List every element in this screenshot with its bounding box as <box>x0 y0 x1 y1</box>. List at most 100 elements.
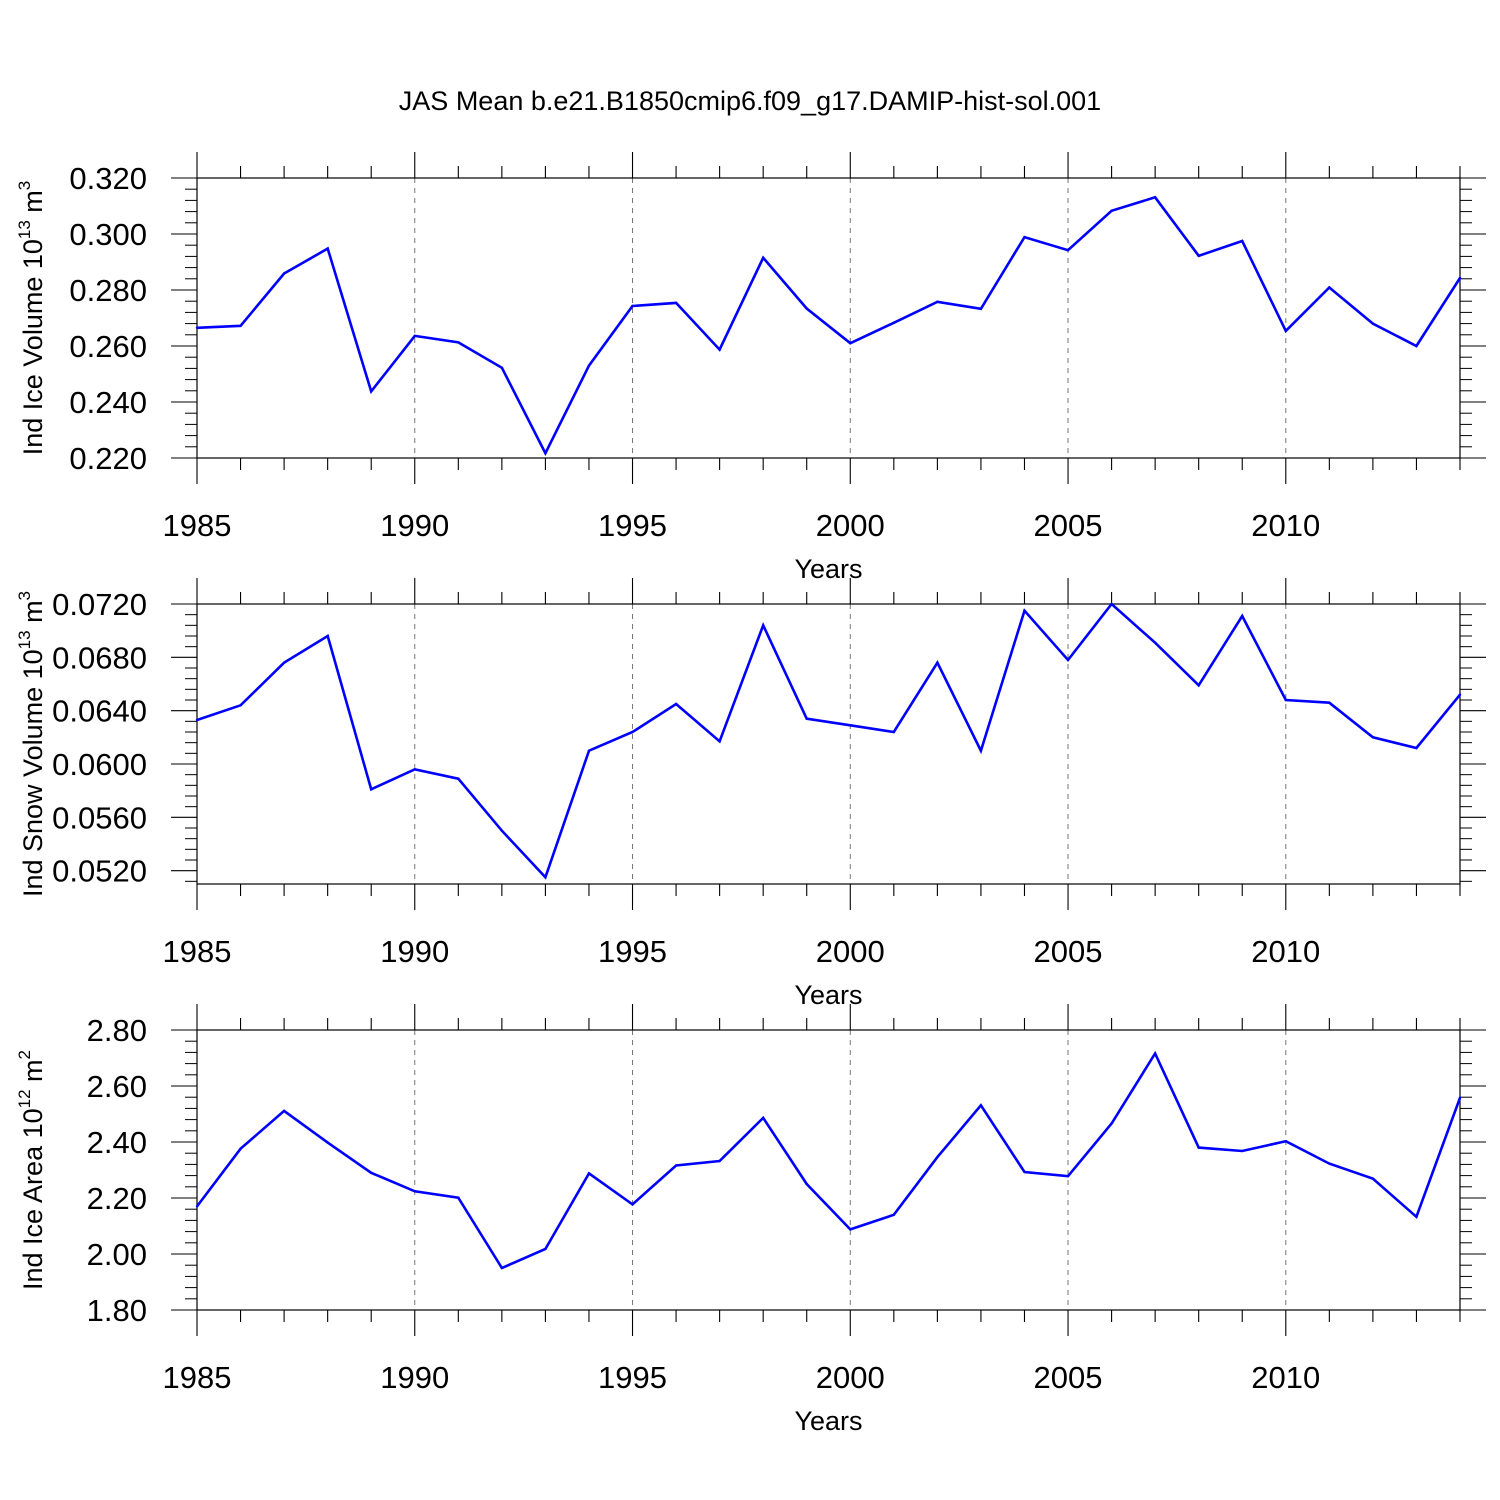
data-point <box>1197 254 1200 258</box>
y-tick-label: 2.20 <box>87 1181 147 1216</box>
x-tick-label: 1990 <box>380 508 449 543</box>
x-tick-label: 2010 <box>1251 934 1320 969</box>
y-axis-label: Ind Ice Area 1012 m2 <box>15 1050 48 1290</box>
y-axis-label: Ind Ice Volume 1013 m3 <box>15 181 48 456</box>
data-point <box>979 1104 983 1107</box>
y-tick-label: 2.60 <box>87 1069 147 1104</box>
data-point <box>1458 276 1462 280</box>
data-point <box>1197 684 1200 687</box>
data-point <box>805 1182 808 1186</box>
x-tick-label: 2010 <box>1251 508 1320 543</box>
data-point <box>587 1172 591 1175</box>
data-point <box>1415 344 1418 348</box>
x-tick-label: 2010 <box>1251 1360 1320 1395</box>
chart-panel-3: 1.80 2.00 2.20 2.40 2.60 2.80 1985 1990 1995 2000… <box>15 1004 1486 1436</box>
y-tick-label: 2.80 <box>87 1013 147 1048</box>
data-point <box>805 717 808 720</box>
data-point <box>457 341 460 344</box>
data-point <box>239 1147 242 1150</box>
x-tick-label: 2005 <box>1034 1360 1103 1395</box>
x-tick-label: 2000 <box>816 1360 885 1395</box>
data-point <box>239 324 242 328</box>
x-tick-label: 1985 <box>163 508 232 543</box>
data-point <box>1023 609 1026 612</box>
y-tick-label: 0.240 <box>69 385 147 420</box>
data-point <box>195 1205 199 1208</box>
data-point <box>1241 1149 1244 1153</box>
data-point <box>1241 239 1244 243</box>
x-axis-label: Years <box>794 1406 862 1436</box>
x-tick-label: 1995 <box>598 934 667 969</box>
data-point <box>805 307 808 310</box>
data-point <box>195 718 199 722</box>
series-line <box>195 1050 1462 1270</box>
data-point <box>370 788 373 791</box>
x-tick-label: 1985 <box>163 934 232 969</box>
data-point <box>849 1228 852 1231</box>
data-point <box>892 321 896 324</box>
data-point <box>370 1171 373 1175</box>
data-point <box>1371 1177 1375 1180</box>
data-point <box>239 704 242 707</box>
data-point <box>718 348 721 351</box>
data-point <box>1371 736 1375 739</box>
data-point <box>587 364 591 367</box>
series-line <box>196 195 1462 457</box>
x-tick-label: 2000 <box>816 934 885 969</box>
data-point <box>1110 209 1113 212</box>
data-point <box>1023 1170 1026 1174</box>
y-tick-label: 0.0720 <box>52 587 147 622</box>
y-tick-label: 1.80 <box>87 1293 147 1328</box>
data-point <box>544 452 547 455</box>
data-point <box>1328 286 1331 289</box>
y-tick-label: 0.0680 <box>52 640 147 675</box>
data-point <box>1458 693 1462 696</box>
data-point <box>413 1190 416 1193</box>
data-point <box>1153 1052 1157 1055</box>
y-tick-label: 0.300 <box>69 217 147 252</box>
x-tick-label: 1995 <box>598 1360 667 1395</box>
data-point <box>326 1141 329 1144</box>
data-point <box>674 301 678 305</box>
data-point <box>500 366 504 370</box>
data-point <box>1110 602 1113 606</box>
data-point <box>674 702 678 706</box>
y-tick-label: 0.320 <box>69 161 147 196</box>
series-line <box>196 602 1462 880</box>
y-tick-label: 0.220 <box>69 441 147 476</box>
data-point <box>1415 1215 1418 1218</box>
data-point <box>631 304 634 308</box>
y-tick-label: 0.0560 <box>52 800 147 835</box>
data-point <box>1066 249 1070 252</box>
data-point <box>761 624 765 627</box>
x-tick-label: 2005 <box>1034 508 1103 543</box>
plot-frame <box>196 1029 1461 1311</box>
data-point <box>413 768 416 771</box>
chart-panel-2: 0.0520 0.0560 0.0600 0.0640 0.0680 0.0720 1985… <box>15 578 1486 1010</box>
data-point <box>370 390 373 393</box>
data-point <box>631 1203 634 1206</box>
data-point <box>849 342 852 345</box>
data-point <box>1066 1174 1070 1178</box>
data-point <box>849 724 852 727</box>
data-point <box>1023 235 1026 239</box>
data-point <box>544 876 547 879</box>
data-point <box>761 256 765 259</box>
x-tick-label: 1990 <box>380 934 449 969</box>
x-axis-label: Years <box>794 980 862 1010</box>
data-point <box>326 247 329 250</box>
data-point <box>1371 322 1375 325</box>
plot-frame <box>196 177 1461 459</box>
chart-panel-1: 0.220 0.240 0.260 0.280 0.300 0.320 1985 1990 19… <box>15 152 1486 584</box>
data-point <box>936 300 939 303</box>
data-point <box>282 661 286 664</box>
data-point <box>718 740 721 743</box>
data-point <box>674 1164 678 1167</box>
data-point <box>500 1266 504 1270</box>
data-point <box>1328 701 1331 704</box>
x-axis-label: Years <box>794 554 862 584</box>
data-point <box>718 1159 721 1163</box>
data-point <box>457 1196 460 1199</box>
y-tick-label: 0.0600 <box>52 747 147 782</box>
